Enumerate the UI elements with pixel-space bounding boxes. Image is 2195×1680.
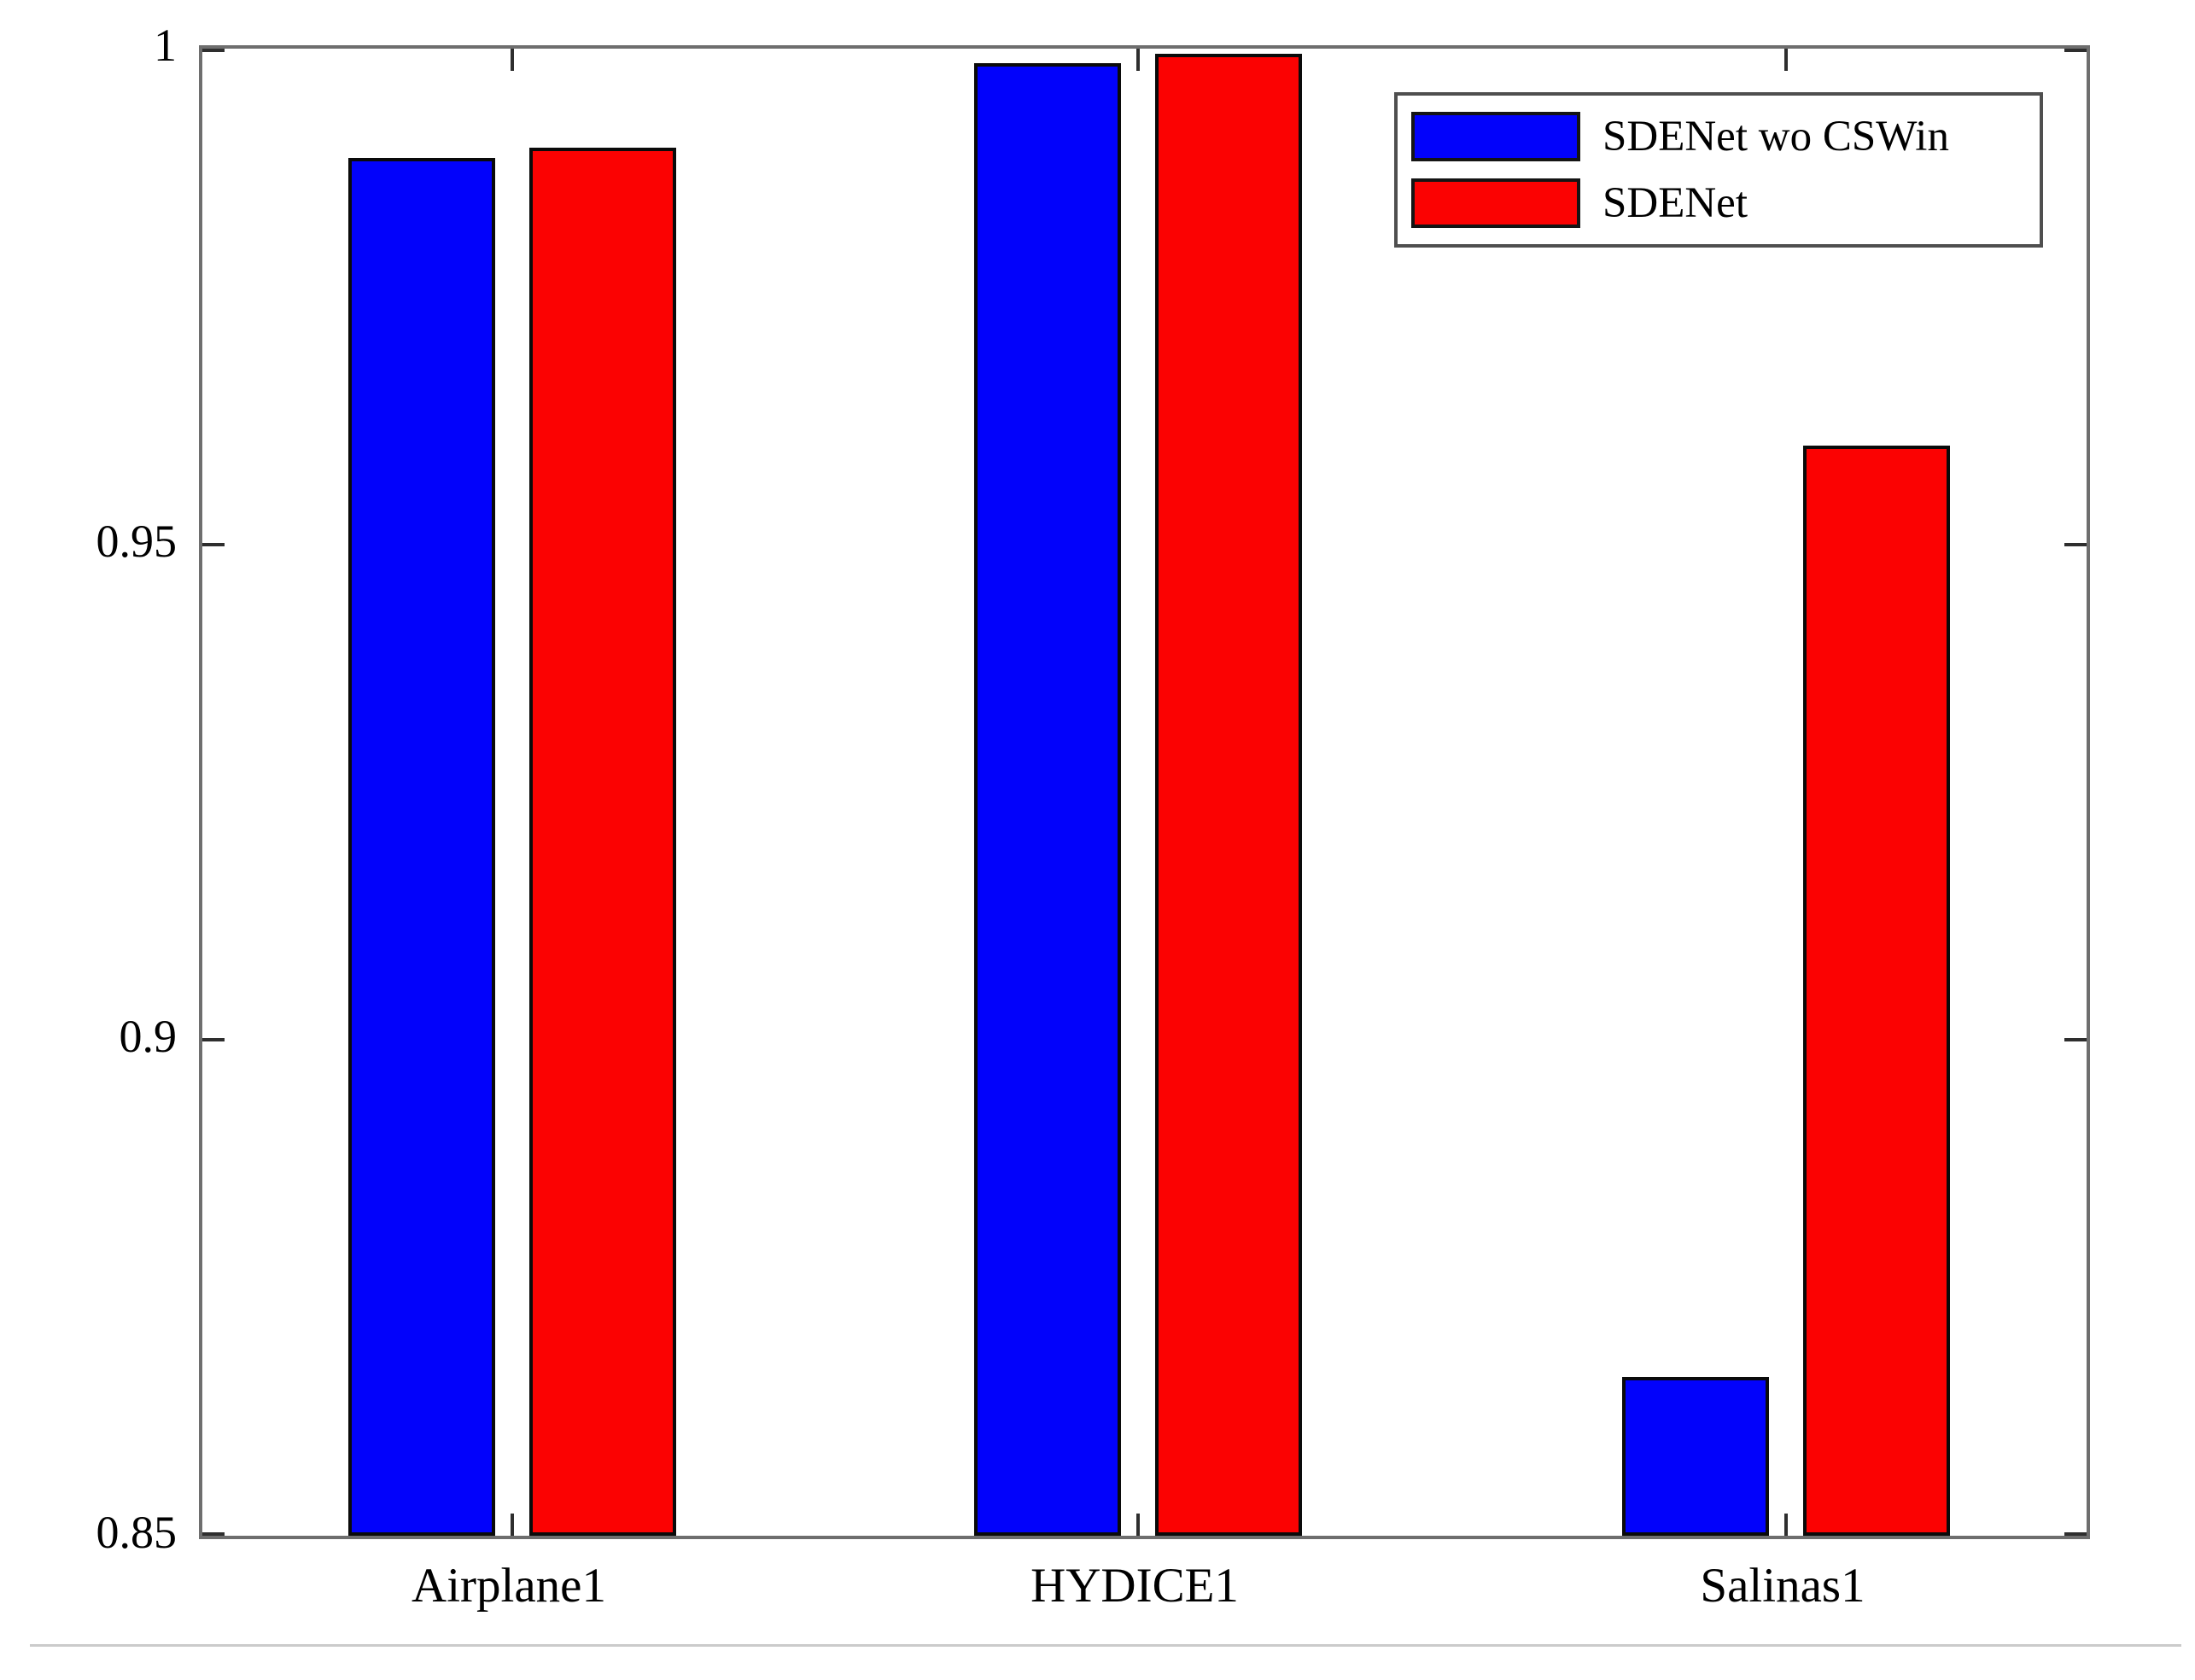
plot-area (199, 45, 2090, 1539)
x-tick-airplane1 (511, 1514, 514, 1536)
legend-label-sdenet: SDENet (1602, 178, 1748, 227)
y-tick-1 (2064, 49, 2087, 52)
bar-sdenet-wo-cswin-airplane1 (348, 157, 495, 1536)
x-category-label-hydice1: HYDICE1 (1030, 1559, 1239, 1613)
y-tick-0.85 (202, 1532, 225, 1536)
legend-swatch-red (1411, 178, 1580, 228)
y-tick-0.95 (202, 542, 225, 546)
y-tick-0.9 (202, 1038, 225, 1042)
legend-label-sdenet-wo-cswin: SDENet wo CSWin (1602, 113, 1949, 161)
bar-sdenet-wo-cswin-hydice1 (974, 63, 1121, 1536)
y-tick-1 (202, 49, 225, 52)
bar-sdenet-hydice1 (1155, 53, 1302, 1536)
y-tick-label-1: 1 (154, 20, 177, 71)
legend-item-sdenet-wo-cswin: SDENet wo CSWin (1411, 112, 2040, 162)
bar-sdenet-wo-cswin-salinas1 (1622, 1377, 1769, 1536)
bar-sdenet-salinas1 (1803, 445, 1950, 1536)
x-category-label-salinas1: Salinas1 (1700, 1559, 1865, 1613)
page-separator-line (30, 1644, 2181, 1647)
legend-item-sdenet: SDENet (1411, 178, 2040, 228)
bar-sdenet-airplane1 (529, 148, 676, 1536)
y-tick-label-0.95: 0.95 (96, 515, 178, 567)
legend-swatch-blue (1411, 112, 1580, 162)
y-tick-0.85 (2064, 1532, 2087, 1536)
y-tick-0.95 (2064, 542, 2087, 546)
legend: SDENet wo CSWin SDENet (1394, 92, 2043, 248)
x-tick-airplane1 (511, 49, 514, 71)
x-tick-salinas1 (1784, 1514, 1788, 1536)
y-tick-label-0.85: 0.85 (96, 1507, 178, 1558)
x-tick-hydice1 (1136, 1514, 1140, 1536)
x-category-label-airplane1: Airplane1 (412, 1559, 606, 1613)
y-tick-0.9 (2064, 1038, 2087, 1042)
y-tick-label-0.9: 0.9 (119, 1011, 178, 1063)
x-tick-salinas1 (1784, 49, 1788, 71)
x-tick-hydice1 (1136, 49, 1140, 71)
